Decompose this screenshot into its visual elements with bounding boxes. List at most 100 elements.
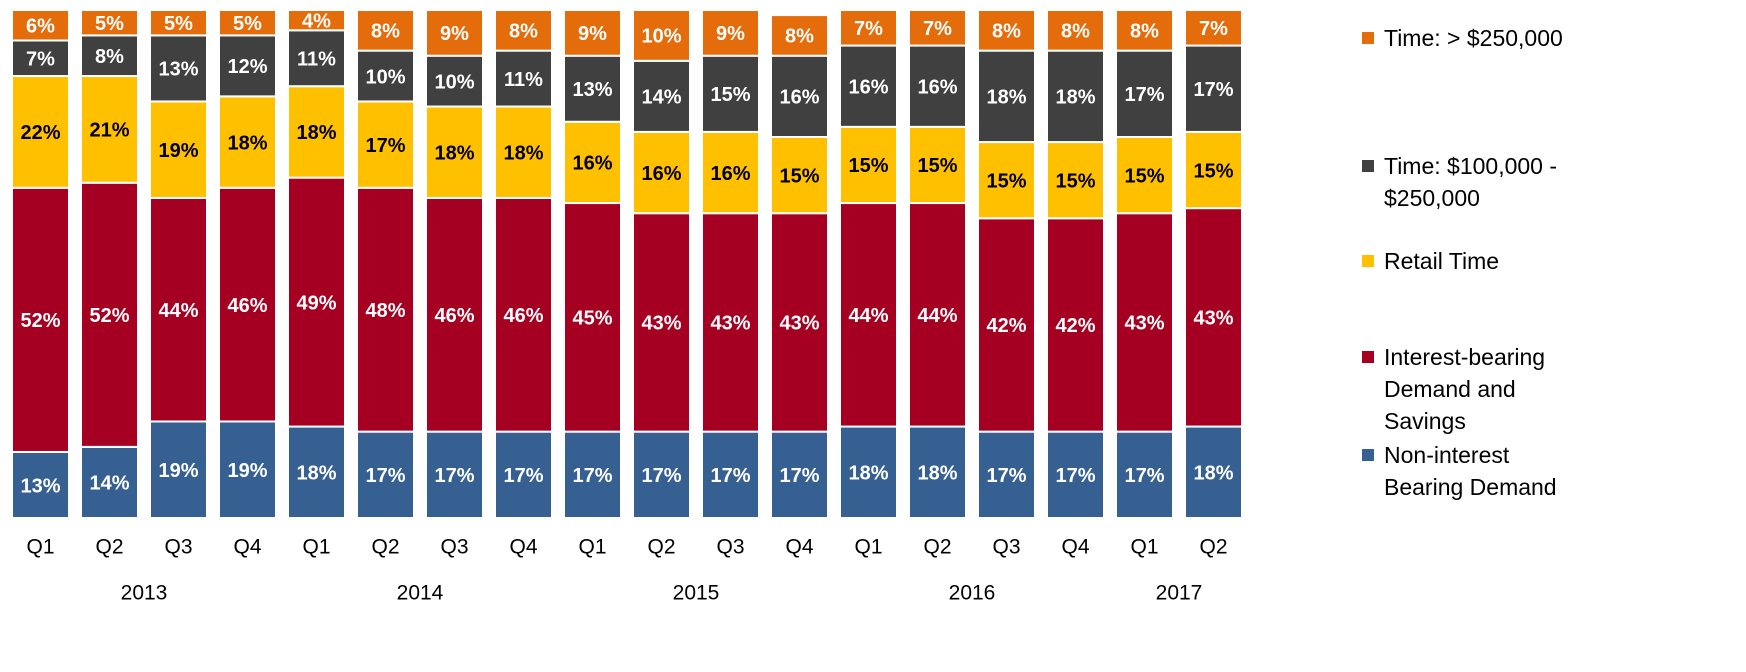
data-label: 18% [917,463,957,485]
bar-segment [494,430,553,520]
bar-segment [1046,430,1105,520]
data-label: 16% [641,163,681,185]
bar-segment [701,430,760,520]
data-label: 42% [986,315,1026,337]
bar-segment [908,9,967,47]
data-label: 18% [848,463,888,485]
x-tick-label: Q1 [1130,536,1158,559]
data-label: 17% [641,465,681,487]
data-label: 44% [917,305,957,327]
x-tick-label: Q3 [992,536,1020,559]
bar-segment [977,141,1036,220]
data-label: 45% [572,308,612,330]
x-tick-label: Q2 [371,536,399,559]
legend-item: Interest-bearing Demand and Savings [1362,341,1574,437]
data-label: 14% [641,87,681,109]
bar-segment [425,105,484,199]
data-label: 18% [434,143,474,165]
bar-segment [770,212,829,433]
legend-item: Time: > $250,000 [1362,22,1574,54]
x-tick-label: Q3 [716,536,744,559]
bar-segment [770,136,829,215]
data-label: 46% [434,305,474,327]
bar-segment [839,44,898,128]
bar-segment [1184,425,1243,519]
x-tick-label: Q2 [95,536,123,559]
data-label: 17% [986,465,1026,487]
data-label: 48% [365,300,405,322]
bar-segment [908,202,967,428]
data-label: 17% [779,465,819,487]
data-label: 17% [1193,79,1233,101]
bar-segment [1046,141,1105,220]
bar-segment [1184,207,1243,428]
bar-segment [563,430,622,520]
data-label: 43% [641,313,681,335]
data-label: 52% [89,305,129,327]
bar-segment [632,130,691,215]
bar-segment [425,54,484,108]
data-label: 16% [779,87,819,109]
data-label: 18% [296,463,336,485]
bar-segment [149,196,208,423]
data-label: 16% [848,76,888,98]
bar-segment [218,9,277,37]
data-label: 46% [227,295,267,317]
data-label: 4% [302,10,331,32]
bar-segment [356,49,415,103]
bar-segment [149,100,208,199]
bar-segment [977,217,1036,433]
bar-segment [632,9,691,62]
data-label: 9% [716,23,745,45]
legend-item: Non-interest Bearing Demand [1362,439,1574,503]
bar-segment [149,420,208,520]
data-label: 15% [1055,170,1095,192]
bar-segment [563,9,622,57]
bar-segment [11,186,70,453]
data-label: 44% [848,305,888,327]
data-label: 15% [779,165,819,187]
data-label: 11% [504,69,543,91]
data-label: 13% [572,79,612,101]
data-label: 8% [1130,21,1159,43]
data-label: 10% [641,26,681,48]
data-label: 18% [1193,463,1233,485]
data-label: 43% [779,313,819,335]
bar-segment [80,34,139,78]
bar-segment [425,9,484,57]
bar-segment [80,181,139,448]
data-label: 17% [572,465,612,487]
bar-segment [1184,9,1243,47]
bar-segment [494,9,553,52]
data-label: 15% [1124,165,1164,187]
bar-segment [218,34,277,98]
x-tick-label: Q2 [923,536,951,559]
data-label: 8% [371,21,400,43]
data-label: 18% [986,87,1026,109]
data-label: 10% [365,66,405,88]
x-group-label: 2016 [949,582,996,605]
data-label: 21% [89,120,129,142]
legend-label: Non-interest Bearing Demand [1384,442,1557,500]
x-tick-label: Q4 [509,536,537,559]
bar-segment [1115,9,1174,52]
data-label: 17% [434,465,474,487]
x-tick-label: Q2 [647,536,675,559]
x-group-label: 2017 [1156,582,1203,605]
data-label: 7% [854,18,883,40]
x-tick-label: Q2 [1199,536,1227,559]
bar-segment [425,196,484,433]
x-group-label: 2014 [397,582,444,605]
x-group-label: 2015 [673,582,720,605]
data-label: 49% [296,292,336,314]
bar-segment [218,95,277,189]
bar-segment [1115,430,1174,520]
data-label: 19% [158,140,198,162]
bar-segment [770,14,829,57]
bar-segment [1046,49,1105,144]
x-tick-label: Q3 [440,536,468,559]
data-label: 8% [509,21,538,43]
bar-segment [701,130,760,215]
bar-segment [356,9,415,52]
